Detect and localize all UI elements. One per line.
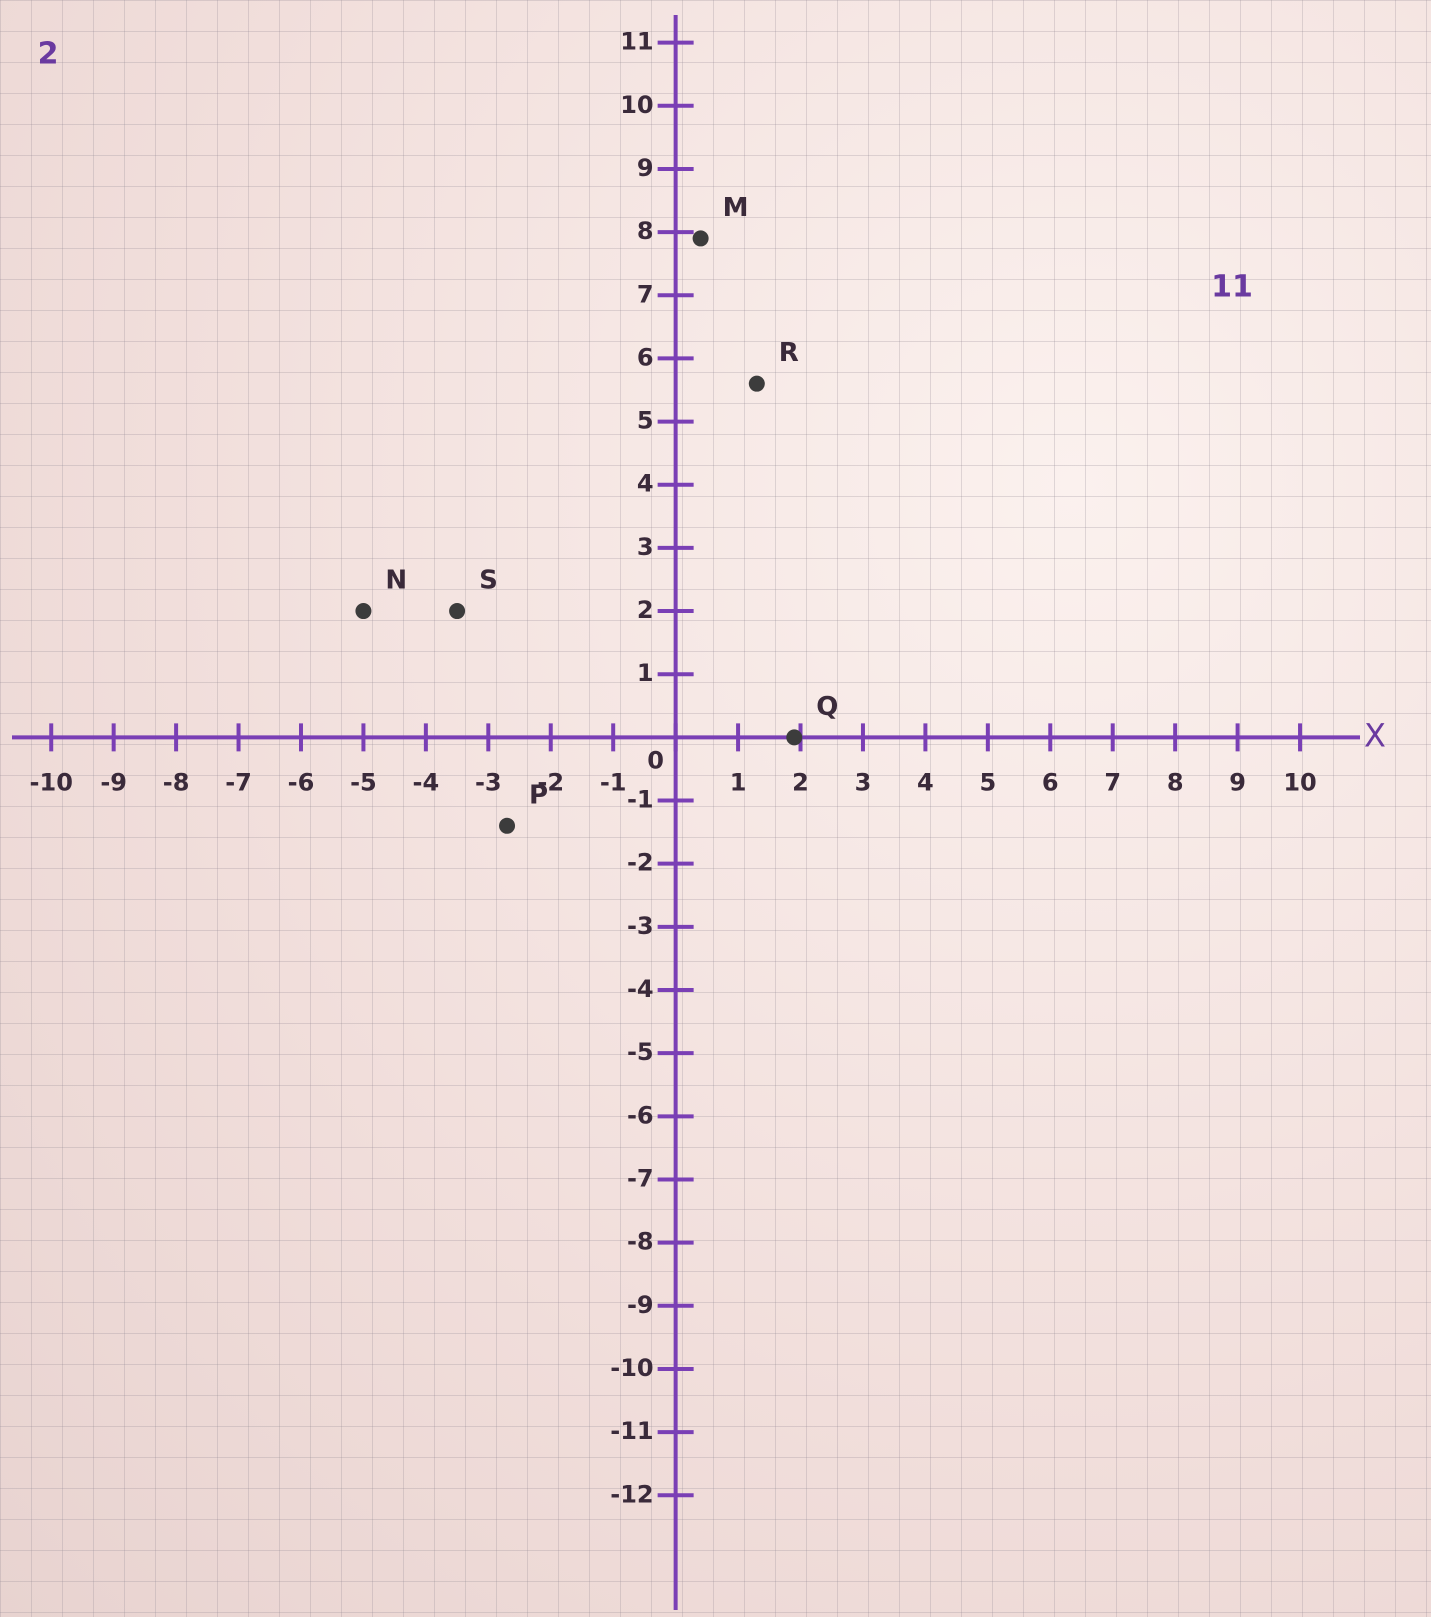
x-tick-label: 4 [917, 768, 934, 796]
x-tick-label: -5 [350, 768, 377, 796]
point [499, 818, 515, 834]
point-label: M [723, 193, 749, 223]
point-label: P [529, 780, 548, 810]
y-tick-label: -12 [610, 1480, 653, 1508]
y-tick-label: -2 [627, 849, 654, 877]
y-tick-label: -4 [627, 975, 654, 1003]
y-tick-label: 9 [637, 154, 654, 182]
x-tick-label: 2 [792, 768, 809, 796]
x-tick-label: 5 [979, 768, 996, 796]
point [749, 376, 765, 392]
point-label: R [779, 338, 799, 368]
y-tick-label: -8 [627, 1228, 654, 1256]
x-tick-label: 0 [647, 746, 664, 774]
point [693, 230, 709, 246]
y-tick-label: 10 [620, 91, 653, 119]
y-tick-label: 7 [637, 280, 654, 308]
y-tick-label: -7 [627, 1164, 654, 1192]
y-tick-label: 5 [637, 407, 654, 435]
x-tick-label: -8 [163, 768, 190, 796]
y-tick-label: -11 [610, 1417, 653, 1445]
x-tick-label: -3 [475, 768, 502, 796]
x-tick-label: -10 [30, 768, 73, 796]
y-tick-label: -5 [627, 1038, 654, 1066]
y-tick-label: -9 [627, 1291, 654, 1319]
y-tick-label: -10 [610, 1354, 653, 1382]
x-tick-label: -7 [225, 768, 252, 796]
x-tick-label: 7 [1104, 768, 1121, 796]
x-tick-label: -6 [288, 768, 315, 796]
x-tick-label: 8 [1167, 768, 1184, 796]
x-tick-label: -9 [100, 768, 127, 796]
y-tick-label: 6 [637, 343, 654, 371]
y-tick-label: 3 [637, 533, 654, 561]
y-tick-label: 2 [637, 596, 654, 624]
point-label: Q [816, 692, 838, 722]
x-tick-label: 1 [730, 768, 747, 796]
point-label: N [385, 566, 407, 596]
x-tick-label: 9 [1229, 768, 1246, 796]
y-tick-label: 4 [637, 470, 654, 498]
y-tick-label: -3 [627, 912, 654, 940]
chart: 2 11 X-10-9-8-7-6-5-4-3-2-1012345678910-… [0, 0, 1431, 1617]
point [355, 603, 371, 619]
y-tick-label: -6 [627, 1101, 654, 1129]
point [449, 603, 465, 619]
point-label: S [479, 566, 498, 596]
page: {"chart_data": {"type": "scatter", "anno… [0, 0, 1431, 1617]
x-axis-label: X [1364, 716, 1386, 754]
point [786, 729, 802, 745]
x-tick-label: 3 [855, 768, 872, 796]
margin-note: 11 [1211, 270, 1253, 305]
y-tick-label: -1 [627, 786, 654, 814]
y-tick-label: 8 [637, 217, 654, 245]
page-number: 2 [38, 37, 59, 72]
x-tick-label: -1 [600, 768, 627, 796]
x-tick-label: 10 [1283, 768, 1316, 796]
x-tick-label: 6 [1042, 768, 1059, 796]
y-tick-label: 1 [637, 659, 654, 687]
x-tick-label: -4 [413, 768, 440, 796]
y-tick-label: 11 [620, 28, 653, 56]
